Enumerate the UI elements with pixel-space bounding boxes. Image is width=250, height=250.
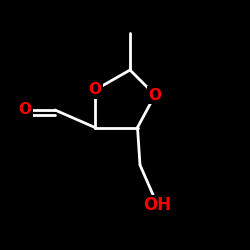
Text: O: O [88, 82, 102, 98]
Text: O: O [18, 102, 32, 118]
Text: O: O [148, 88, 162, 102]
Text: OH: OH [144, 196, 172, 214]
